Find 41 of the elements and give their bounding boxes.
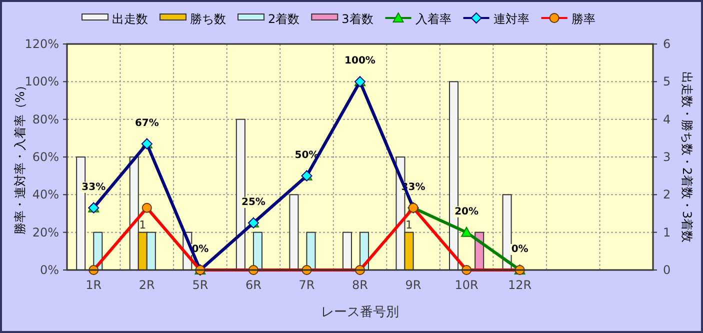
y2-tick-label: 1 xyxy=(663,225,671,240)
y-tick-label: 40% xyxy=(32,188,59,202)
y-axis-title: 勝率・連対率・入着率（%） xyxy=(13,79,27,235)
y-tick-label: 120% xyxy=(24,37,59,51)
y2-tick-label: 3 xyxy=(663,150,671,164)
data-label: 25% xyxy=(241,196,266,208)
y2-tick-label: 5 xyxy=(663,74,671,89)
y2-tick-label: 0 xyxy=(663,263,671,277)
data-label: 33% xyxy=(82,182,106,193)
y2-tick-label: 6 xyxy=(663,37,671,51)
x-tick-label: 1R xyxy=(86,278,102,292)
legend-label: 勝ち数 xyxy=(190,12,226,26)
y-tick-label: 100% xyxy=(24,74,59,89)
data-label: 0% xyxy=(511,244,528,255)
x-tick-label: 2R xyxy=(138,278,155,292)
data-label: 67% xyxy=(134,118,159,129)
legend-label: 勝率 xyxy=(571,12,596,26)
data-label: 1 xyxy=(139,218,146,232)
data-label: 100% xyxy=(344,56,376,67)
x-tick-label: 9R xyxy=(405,278,422,292)
y2-tick-label: 2 xyxy=(663,188,671,202)
x-tick-label: 10R xyxy=(454,278,478,292)
y2-axis-title: 出走数・勝ち数・2着数・3着数 xyxy=(680,71,694,243)
x-tick-label: 8R xyxy=(352,278,368,292)
legend-label: 2着数 xyxy=(268,12,300,26)
y2-tick-label: 4 xyxy=(663,112,671,126)
x-tick-label: 6R xyxy=(245,278,262,292)
x-tick-label: 7R xyxy=(298,278,315,292)
data-label: 1 xyxy=(406,218,413,232)
legend-label: 入着率 xyxy=(415,12,452,26)
x-tick-label: 12R xyxy=(508,278,532,292)
x-tick-label: 5R xyxy=(192,278,208,292)
y-tick-label: 60% xyxy=(32,150,59,164)
y-tick-label: 80% xyxy=(32,112,59,126)
data-label: 20% xyxy=(454,206,479,218)
legend-label: 連対率 xyxy=(493,12,530,26)
legend-label: 出走数 xyxy=(112,12,148,26)
y-tick-label: 0% xyxy=(40,263,59,277)
y-tick-label: 20% xyxy=(32,225,59,240)
x-axis-title: レース番号別 xyxy=(321,305,399,320)
legend-label: 3着数 xyxy=(342,12,374,26)
